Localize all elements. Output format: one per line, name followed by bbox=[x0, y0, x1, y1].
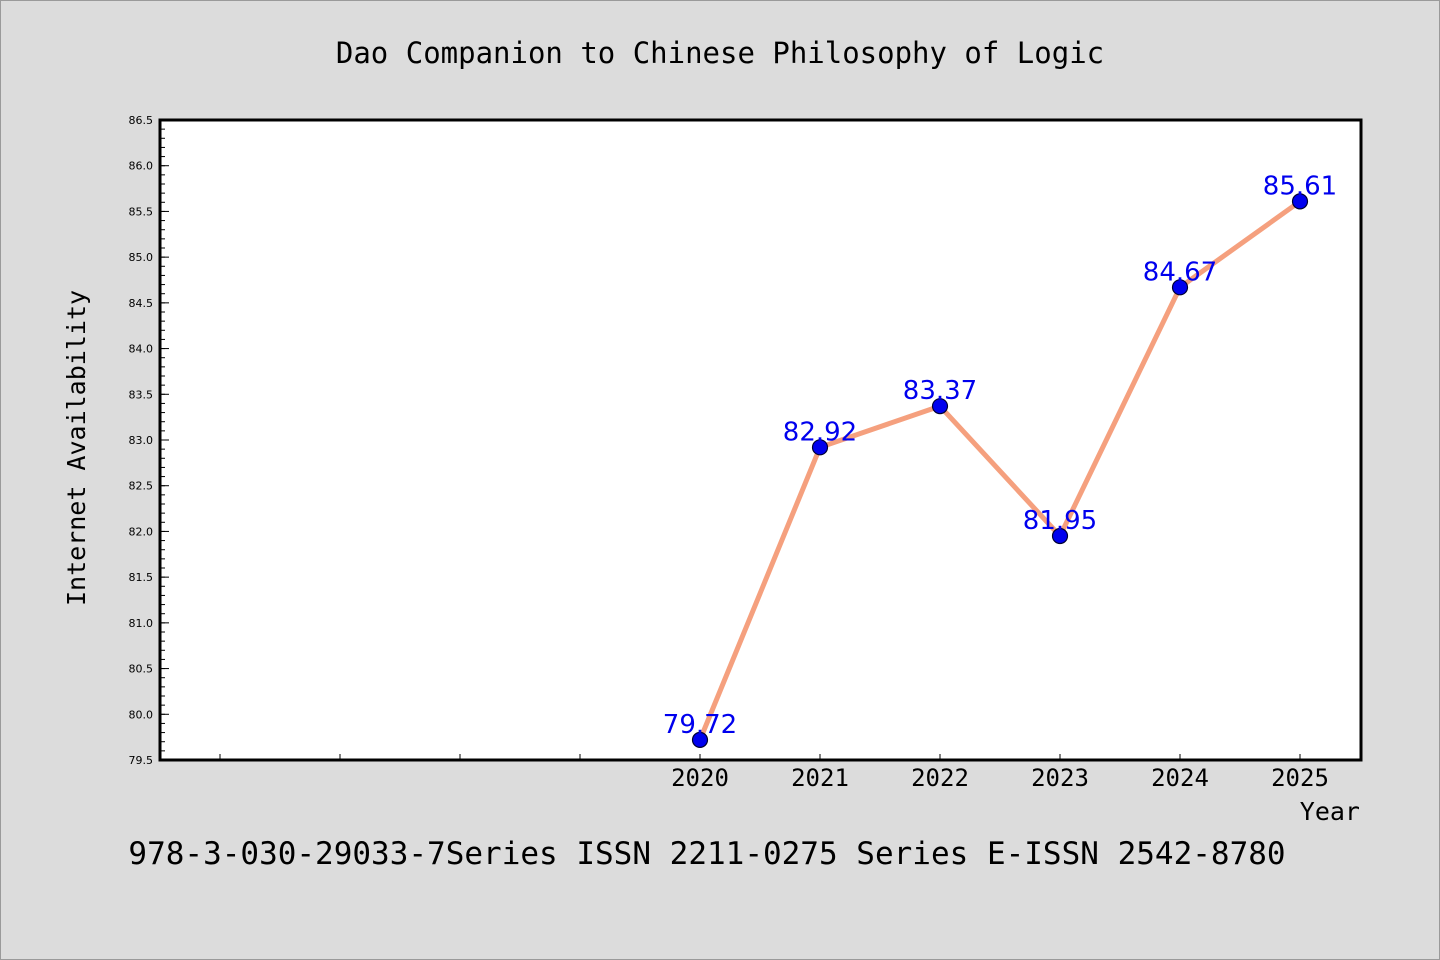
data-point bbox=[1171, 279, 1189, 296]
data-point bbox=[931, 398, 949, 415]
data-label: 79.72 bbox=[663, 710, 737, 740]
x-tick-label: 2023 bbox=[1031, 764, 1089, 792]
y-tick-label: 79.5 bbox=[129, 754, 154, 767]
y-tick-label: 85.5 bbox=[129, 205, 154, 218]
y-tick-label: 81.5 bbox=[129, 571, 154, 584]
data-point bbox=[691, 731, 709, 748]
y-tick-label: 85.0 bbox=[129, 251, 154, 264]
x-tick-label: 2020 bbox=[671, 764, 729, 792]
y-tick-label: 81.0 bbox=[129, 617, 154, 630]
y-axis-label: Internet Availability bbox=[62, 290, 91, 606]
data-label: 81.95 bbox=[1023, 506, 1097, 536]
x-tick-label: 2022 bbox=[911, 764, 969, 792]
y-tick-label: 83.5 bbox=[129, 388, 154, 401]
y-axis: 79.5 80.0 80.5 81.0 81.5 82.0 82.5 83.0 83.5 84.0… bbox=[129, 114, 169, 767]
y-tick-label: 82.0 bbox=[129, 525, 154, 538]
x-axis-label: Year bbox=[1300, 797, 1360, 826]
y-tick-label: 83.0 bbox=[129, 434, 154, 447]
footer-text: 978-3-030-29033-7Series ISSN 2211-0275 S… bbox=[128, 836, 1285, 872]
y-tick-label: 82.5 bbox=[129, 480, 154, 493]
series-1: 79.72 82.92 83.37 81.95 84.67 85.61 bbox=[663, 171, 1337, 748]
y-tick-label: 80.0 bbox=[129, 708, 154, 721]
data-point bbox=[1051, 527, 1069, 545]
y-tick-label: 84.5 bbox=[129, 297, 154, 310]
chart-title: Dao Companion to Chinese Philosophy of L… bbox=[336, 36, 1104, 70]
data-point bbox=[811, 439, 829, 456]
data-label: 82.92 bbox=[783, 417, 857, 447]
x-tick-label: 2021 bbox=[791, 764, 849, 792]
y-tick-label: 86.5 bbox=[129, 114, 154, 127]
x-tick-label: 2025 bbox=[1271, 764, 1329, 792]
y-tick-label: 80.5 bbox=[129, 663, 154, 676]
x-tick-label: 2024 bbox=[1151, 764, 1209, 792]
data-label: 83.37 bbox=[903, 376, 977, 406]
data-label: 84.67 bbox=[1143, 257, 1217, 287]
data-point bbox=[1291, 193, 1309, 210]
x-axis: 2020 2021 2022 2023 2024 2025 bbox=[219, 754, 1329, 792]
series-line bbox=[697, 198, 1303, 743]
y-tick-label: 86.0 bbox=[129, 160, 154, 173]
y-tick-label: 84.0 bbox=[129, 343, 154, 356]
plot-area bbox=[158, 118, 1363, 762]
data-label: 85.61 bbox=[1263, 171, 1337, 201]
